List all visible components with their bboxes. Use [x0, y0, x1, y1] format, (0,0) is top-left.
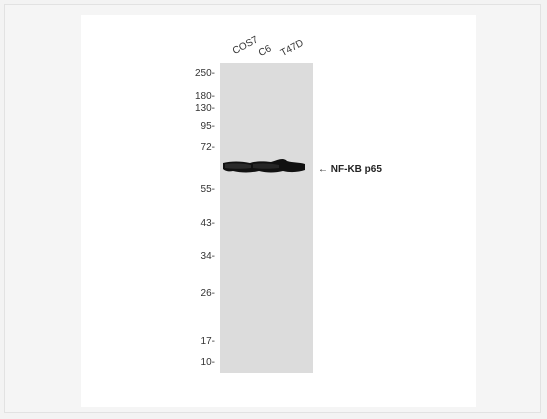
target-label: NF-KB p65: [330, 164, 382, 175]
marker-130: 130-: [194, 103, 215, 114]
protein-band: [223, 159, 305, 173]
marker-55: 55-: [200, 184, 215, 195]
target-annotation: ← NF-KB p65: [318, 164, 382, 175]
left-arrow-icon: ←: [318, 164, 328, 175]
marker-26: 26-: [200, 288, 215, 299]
marker-43: 43-: [200, 218, 215, 229]
western-blot-membrane: [220, 63, 313, 373]
marker-95: 95-: [200, 121, 215, 132]
marker-17: 17-: [200, 336, 215, 347]
marker-72: 72-: [200, 142, 215, 153]
marker-10: 10-: [200, 357, 215, 368]
marker-250: 250-: [194, 68, 215, 79]
marker-34: 34-: [200, 251, 215, 262]
marker-180: 180-: [194, 91, 215, 102]
